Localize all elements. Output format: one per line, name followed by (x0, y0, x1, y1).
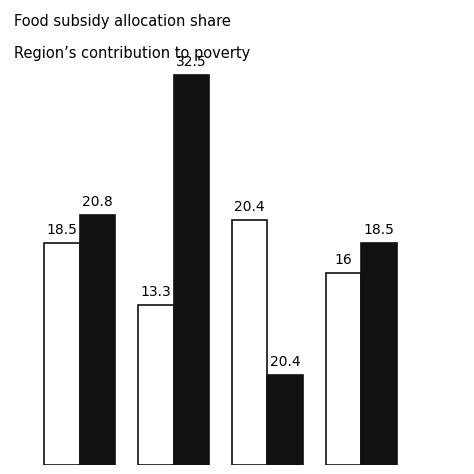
Text: Region’s contribution to poverty: Region’s contribution to poverty (14, 46, 250, 61)
Bar (44, 243, 80, 465)
Text: 20.4: 20.4 (234, 200, 265, 214)
Text: 18.5: 18.5 (364, 223, 394, 237)
Bar (267, 375, 303, 465)
Bar (173, 75, 210, 465)
Text: 20.4: 20.4 (270, 355, 301, 369)
Text: 13.3: 13.3 (140, 285, 171, 299)
Text: 32.5: 32.5 (176, 55, 207, 69)
Bar (326, 273, 361, 465)
Bar (80, 216, 116, 465)
Text: Food subsidy allocation share: Food subsidy allocation share (14, 14, 231, 29)
Text: 16: 16 (335, 253, 352, 267)
Text: 18.5: 18.5 (46, 223, 77, 237)
Bar (138, 305, 173, 465)
Text: 20.8: 20.8 (82, 195, 113, 210)
Bar (232, 220, 267, 465)
Bar (361, 243, 397, 465)
